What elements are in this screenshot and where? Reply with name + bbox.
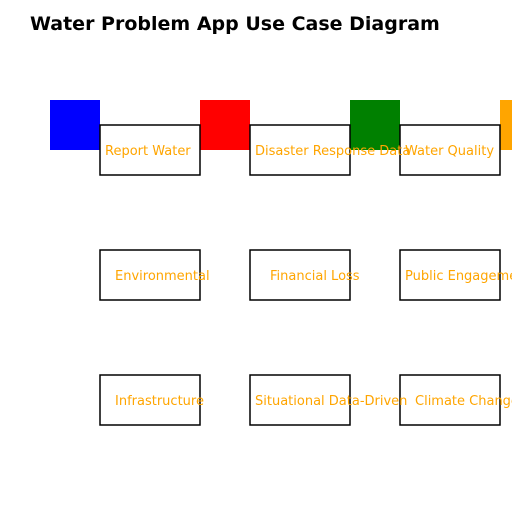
actor-square [50,100,100,150]
use-case-row: Environmental Financial Loss Public Enga… [99,249,512,301]
use-case-box [249,249,351,301]
use-case-label: Water Quality [405,144,494,159]
use-case-row: Report Water Disaster Response Data Wate… [99,124,501,176]
diagram-title: Water Problem App Use Case Diagram [30,13,440,35]
actors-row [50,100,512,150]
use-case-label: Infrastructure [115,394,204,409]
use-case-label: Climate Change [415,394,512,409]
use-case-box [399,124,501,176]
use-case-row: Infrastructure Situational Data-Driven C… [99,374,512,426]
use-case-box [99,124,201,176]
use-case-label: Report Water [105,144,191,159]
use-case-label: Disaster Response Data [255,144,410,159]
use-case-label: Financial Loss [270,269,360,284]
use-case-box [399,374,501,426]
use-case-box [399,249,501,301]
use-case-box [99,249,201,301]
use-case-box [249,374,351,426]
use-case-box [99,374,201,426]
use-case-label: Environmental [115,269,210,284]
use-case-label: Public Engagement [405,269,512,284]
actor-square [350,100,400,150]
actor-square [200,100,250,150]
use-case-label: Situational Data-Driven [255,394,407,409]
use-case-box [249,124,351,176]
actor-square [500,100,512,150]
